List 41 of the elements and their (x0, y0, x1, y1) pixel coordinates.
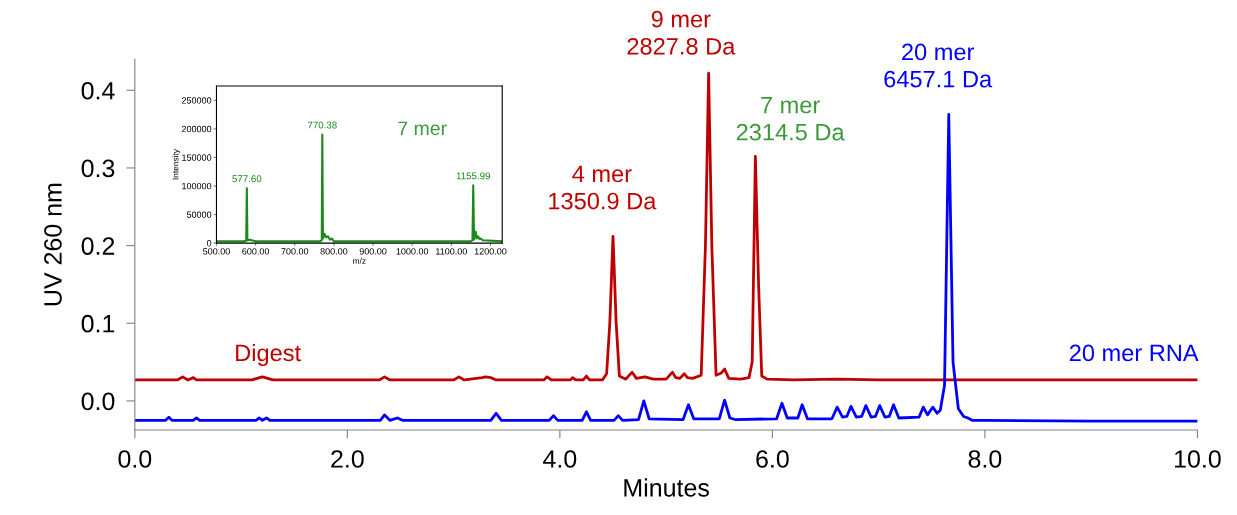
y-axis-title: UV 260 nm (44, 183, 62, 306)
y-tick-label: 0.4 (81, 81, 115, 100)
x-tick-label: 0.0 (118, 450, 152, 468)
y-tick-label: 0.2 (81, 237, 115, 255)
text: 20 mer RNA (1069, 344, 1199, 362)
y-tick-label: 0.1 (81, 314, 115, 333)
x-tick-label: 500.00 (203, 248, 230, 255)
x-tick-label: 1000.00 (396, 248, 429, 255)
annotation: 4 mer 1350.9 Da (549, 165, 657, 210)
y-tick-label: 0.3 (81, 159, 115, 178)
annotation: 770.38 (307, 121, 337, 129)
x-tick-label: 2.0 (331, 450, 364, 468)
y-tick-label: 250000 (181, 97, 212, 104)
series-label: Digest (236, 343, 301, 366)
y-tick-label: 150000 (182, 154, 212, 161)
x-tick-label: 8.0 (968, 450, 1002, 468)
y-tick-label: 0 (206, 240, 212, 247)
x-tick-label: 4.0 (543, 450, 577, 468)
y-tick-label: 0.0 (81, 392, 115, 411)
x-tick-label: 900.00 (359, 248, 387, 255)
x-tick-label: 600.00 (242, 248, 270, 255)
line-series (134, 71, 1198, 382)
x-tick-label: 1200.00 (474, 248, 507, 255)
y-axis-title: Intensity (172, 149, 181, 180)
x-tick-label: 6.0 (756, 450, 789, 468)
x-axis-title: Minutes (624, 478, 709, 497)
x-tick-label: 700.00 (281, 248, 309, 255)
x-tick-label: 800.00 (320, 248, 348, 255)
x-tick-label: 1100.00 (436, 248, 467, 255)
annotation: 20 mer 6457.1 Da (884, 43, 993, 88)
y-tick-label: 100000 (182, 182, 212, 190)
y-tick-label: 50000 (186, 211, 212, 218)
annotation: 9 mer 2827.8 Da (627, 10, 736, 55)
annotation: 577.60 (232, 175, 262, 183)
y-tick-label: 200000 (181, 125, 212, 133)
annotation: 7 mer 2314.5 Da (736, 96, 845, 141)
x-axis-title: m/z (353, 257, 366, 264)
line-series (134, 112, 1198, 423)
annotation: 1155.99 (456, 172, 491, 180)
annotation: 7 mer (398, 121, 447, 136)
x-tick-label: 10.0 (1175, 450, 1221, 468)
